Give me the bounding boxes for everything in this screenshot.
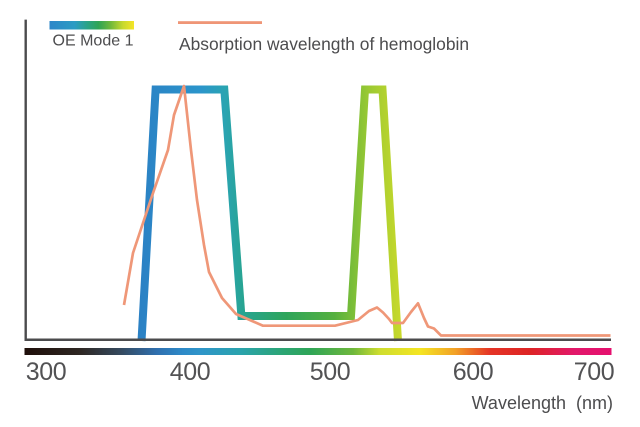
svg-text:500: 500: [310, 358, 351, 386]
svg-text:OE Mode 1: OE Mode 1: [53, 33, 134, 50]
svg-text:400: 400: [170, 358, 211, 386]
svg-text:300: 300: [26, 358, 67, 386]
svg-text:700: 700: [574, 358, 615, 386]
svg-text:Absorption wavelength of hemog: Absorption wavelength of hemoglobin: [179, 34, 469, 54]
svg-text:Wavelength (nm): Wavelength (nm): [472, 393, 613, 413]
svg-text:600: 600: [453, 358, 494, 386]
